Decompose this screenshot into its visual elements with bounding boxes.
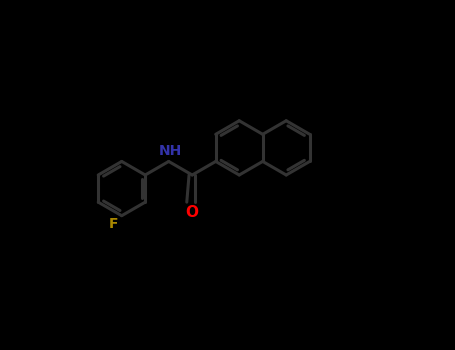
Text: NH: NH xyxy=(158,145,182,159)
Text: O: O xyxy=(186,205,199,219)
Text: F: F xyxy=(109,217,118,231)
